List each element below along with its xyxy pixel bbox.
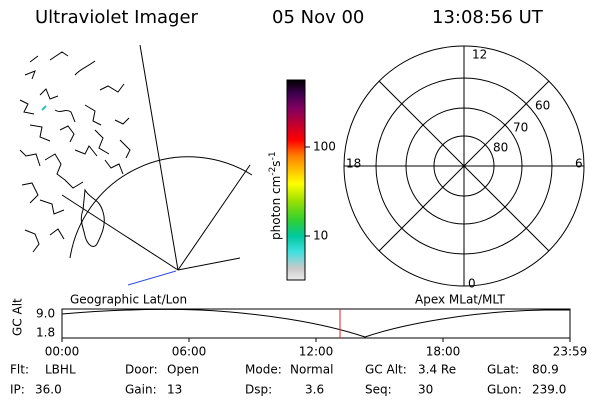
unit-part: photon cm <box>269 176 283 240</box>
geo-map <box>19 44 253 286</box>
altitude-x-label: 23:59 <box>553 345 588 359</box>
title: Ultraviolet Imager <box>35 7 199 28</box>
colorbar <box>286 79 306 281</box>
status-value: Open <box>167 363 199 377</box>
status-value: LBHL <box>45 363 76 377</box>
polar-caption: Apex MLat/MLT <box>415 293 505 307</box>
mlt-label: 6 <box>575 157 583 171</box>
mlat-label: 60 <box>535 99 550 113</box>
altitude-label: GC Alt <box>11 298 25 336</box>
mlt-label: 12 <box>472 48 487 62</box>
status-key: GC Alt: <box>365 363 407 377</box>
mlat-label: 70 <box>513 121 528 135</box>
status-key: GLat: <box>487 363 519 377</box>
date: 05 Nov 00 <box>272 7 364 28</box>
map-caption: Geographic Lat/Lon <box>70 293 187 307</box>
altitude-curve <box>61 308 570 338</box>
status-key: Door: <box>125 363 158 377</box>
status-key: Seq: <box>365 383 392 397</box>
unit-part: s <box>269 160 283 166</box>
altitude-y-label: 1.8 <box>36 326 55 340</box>
unit-exp: -1 <box>268 151 278 160</box>
status-value: 30 <box>418 383 433 397</box>
colorbar-tick-label: 100 <box>313 140 336 154</box>
status-key: Mode: <box>245 363 282 377</box>
status-value: Normal <box>290 363 333 377</box>
status-key: Flt: <box>10 363 29 377</box>
time: 13:08:56 UT <box>432 7 544 28</box>
status-value: 3.6 <box>305 383 324 397</box>
polar-grid <box>343 45 585 287</box>
status-value: 36.0 <box>35 383 62 397</box>
mlat-label: 80 <box>493 141 508 155</box>
altitude-x-label: 12:00 <box>299 345 334 359</box>
status-value: 80.9 <box>532 363 559 377</box>
colorbar-unit: photon cm-2s-1 <box>268 151 283 240</box>
altitude-y-label: 9.0 <box>36 307 55 321</box>
status-value: 3.4 Re <box>418 363 456 377</box>
altitude-x-label: 00:00 <box>45 345 80 359</box>
mlt-label: 18 <box>346 157 361 171</box>
colorbar-tick-label: 10 <box>313 229 328 243</box>
mlt-label: 0 <box>468 277 476 291</box>
altitude-x-label: 18:00 <box>426 345 461 359</box>
altitude-x-label: 06:00 <box>172 345 207 359</box>
status-value: 13 <box>167 383 182 397</box>
status-value: 239.0 <box>532 383 566 397</box>
unit-exp: -2 <box>268 167 278 176</box>
status-key: Gain: <box>125 383 157 397</box>
status-key: IP: <box>10 383 25 397</box>
status-key: Dsp: <box>245 383 272 397</box>
status-key: GLon: <box>487 383 522 397</box>
